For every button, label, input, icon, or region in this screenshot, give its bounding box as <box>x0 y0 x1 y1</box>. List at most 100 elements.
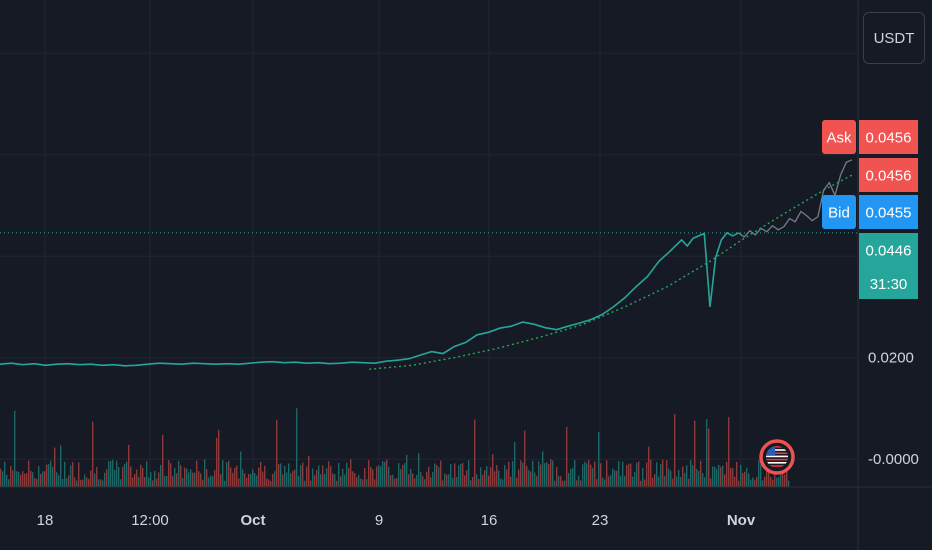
price-tag: 0.0456 <box>859 158 918 192</box>
volume-bar <box>784 474 786 487</box>
volume-bar <box>76 480 78 487</box>
volume-bar <box>592 468 594 487</box>
volume-bar <box>72 461 74 487</box>
volume-bar <box>332 473 334 487</box>
volume-bar <box>136 469 138 487</box>
volume-bar <box>86 477 88 487</box>
volume-bar <box>238 478 240 487</box>
volume-bar <box>290 473 292 487</box>
volume-bar <box>126 461 128 487</box>
volume-bar <box>26 473 28 487</box>
volume-bar <box>740 464 742 487</box>
volume-bar <box>404 463 406 487</box>
volume-bar <box>314 475 316 487</box>
price-tick-label: 0.0200 <box>868 350 914 367</box>
volume-bar <box>340 476 342 487</box>
volume-bar <box>568 472 570 487</box>
volume-bar <box>68 475 70 487</box>
volume-bar <box>554 480 556 487</box>
volume-bar <box>208 477 210 487</box>
volume-bar <box>234 467 236 487</box>
volume-bar <box>474 419 476 487</box>
volume-bar <box>250 474 252 487</box>
volume-bar <box>34 478 36 487</box>
volume-bar <box>578 475 580 487</box>
volume-bar <box>642 467 644 487</box>
volume-bar <box>696 468 698 487</box>
volume-bar <box>216 437 218 487</box>
volume-bar <box>322 465 324 487</box>
volume-bar <box>464 475 466 487</box>
volume-bar <box>286 472 288 487</box>
volume-bar <box>178 460 180 487</box>
volume-bar <box>176 473 178 487</box>
price-tick-label: -0.0000 <box>868 451 919 468</box>
currency-selector-button[interactable]: USDT <box>863 12 925 64</box>
volume-bar <box>586 463 588 487</box>
volume-bar <box>512 461 514 487</box>
volume-bar <box>36 479 38 487</box>
volume-bar <box>16 471 18 487</box>
volume-bar <box>452 478 454 487</box>
volume-bar <box>198 471 200 487</box>
volume-bar <box>260 461 262 487</box>
volume-bar <box>282 474 284 487</box>
volume-bar <box>350 459 352 487</box>
volume-bar <box>10 466 12 487</box>
volume-bar <box>128 444 130 487</box>
us-flag-icon[interactable] <box>759 439 795 475</box>
volume-bar <box>730 467 732 487</box>
volume-bar <box>274 471 276 487</box>
volume-bar <box>258 467 260 487</box>
price-tag-value: 0.0455 <box>866 205 912 222</box>
volume-bar <box>606 460 608 487</box>
volume-bar <box>118 467 120 487</box>
volume-bar <box>690 459 692 487</box>
volume-bar <box>202 479 204 487</box>
volume-bar <box>480 467 482 487</box>
price-tag-value: 0.0456 <box>866 168 912 185</box>
volume-bar <box>110 461 112 487</box>
volume-bar <box>660 464 662 487</box>
volume-bar <box>694 420 696 487</box>
volume-bar <box>508 461 510 487</box>
volume-bar <box>746 467 748 487</box>
volume-bar <box>266 478 268 487</box>
volume-bar <box>444 473 446 487</box>
volume-bar <box>358 474 360 487</box>
volume-bar <box>720 466 722 487</box>
volume-bar <box>18 471 20 487</box>
volume-bar <box>288 463 290 487</box>
volume-bar <box>278 464 280 487</box>
volume-bar <box>766 466 768 487</box>
volume-bar <box>106 469 108 487</box>
volume-bar <box>344 474 346 487</box>
volume-bar <box>354 473 356 487</box>
volume-bar <box>272 473 274 487</box>
volume-bar <box>112 459 114 487</box>
volume-bar <box>170 463 172 487</box>
volume-bar <box>32 472 34 487</box>
volume-bar <box>738 480 740 487</box>
volume-bar <box>712 466 714 487</box>
volume-bar <box>252 469 254 487</box>
volume-bar <box>138 476 140 487</box>
volume-bar <box>486 466 488 487</box>
price-tag-label: Ask <box>826 130 852 147</box>
volume-bar <box>542 451 544 487</box>
volume-bar <box>700 460 702 487</box>
volume-bar <box>90 470 92 487</box>
volume-bar <box>318 465 320 487</box>
volume-bar <box>706 419 708 487</box>
volume-bar <box>224 480 226 487</box>
volume-bar <box>244 473 246 487</box>
volume-bar <box>8 479 10 487</box>
volume-bar <box>382 461 384 487</box>
volume-bar <box>204 459 206 487</box>
volume-bar <box>256 475 258 487</box>
volume-bar <box>704 477 706 487</box>
volume-bar <box>504 465 506 487</box>
